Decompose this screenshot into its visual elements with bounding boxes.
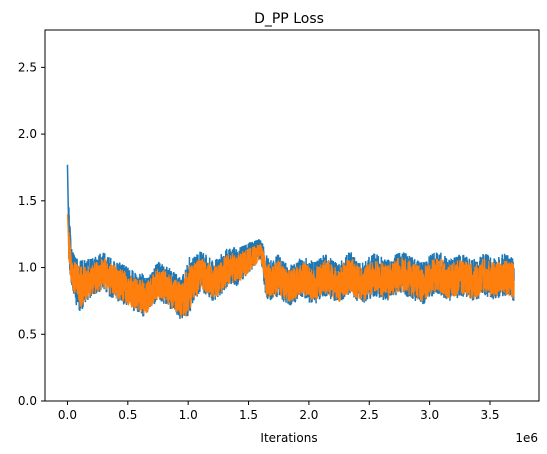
y-axis-tick-label: 1.0: [18, 261, 37, 275]
x-axis-tick-label: 1.5: [239, 408, 258, 422]
y-axis-tick-label: 2.0: [18, 127, 37, 141]
plot-area: [66, 164, 515, 320]
x-axis-tick-label: 0.5: [118, 408, 137, 422]
y-axis-tick-label: 0.0: [18, 394, 37, 408]
series-line-orange: [66, 214, 515, 318]
y-axis-tick-label: 1.5: [18, 194, 37, 208]
plot-frame: [44, 29, 540, 402]
x-axis-tick-label: 2.5: [360, 408, 379, 422]
x-axis-tick-label: 1.0: [179, 408, 198, 422]
chart-title: D_PP Loss: [254, 11, 324, 27]
x-axis-offset-label: 1e6: [515, 431, 538, 445]
x-axis-label: Iterations: [260, 431, 317, 445]
x-axis-tick-label: 3.0: [420, 408, 439, 422]
y-axis-tick-label: 2.5: [18, 60, 37, 74]
axes-frame: [44, 29, 540, 402]
x-axis-tick-label: 2.0: [299, 408, 318, 422]
y-axis-ticks: 0.0 0.5 1.0 1.5 2.0 2.5: [18, 60, 45, 408]
x-axis-tick-label: 0.0: [58, 408, 77, 422]
x-axis-ticks: 0.0 0.5 1.0 1.5 2.0 2.5 3.0 3.5: [58, 401, 500, 422]
x-axis-tick-label: 3.5: [480, 408, 499, 422]
y-axis-tick-label: 0.5: [18, 327, 37, 341]
